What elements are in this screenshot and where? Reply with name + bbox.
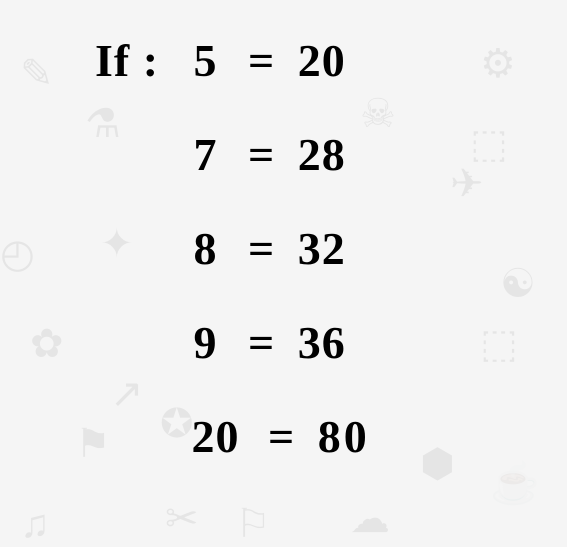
puzzle-content: If : 5 = 20 7 = 28 8 = 32 9 = 36 20 = 80 — [0, 0, 567, 460]
equation-lhs: 20 — [186, 414, 246, 460]
equation-lhs: 9 — [186, 320, 226, 366]
equation-lhs: 8 — [186, 226, 226, 272]
equals-sign: = — [258, 414, 305, 460]
bg-doodle-icon: ☕ — [490, 460, 540, 507]
if-prefix: If : — [95, 38, 173, 84]
equals-sign: = — [238, 226, 285, 272]
bg-doodle-icon: ♫ — [20, 500, 50, 547]
puzzle-row: If : 5 = 20 — [95, 38, 567, 84]
puzzle-row: 9 = 36 — [95, 320, 567, 366]
puzzle-row: 20 = 80 — [95, 414, 567, 460]
equation-rhs: 36 — [298, 320, 346, 366]
bg-doodle-icon: ⚐ — [235, 500, 271, 547]
equals-sign: = — [238, 320, 285, 366]
puzzle-row: 8 = 32 — [95, 226, 567, 272]
equation-rhs: 20 — [298, 38, 346, 84]
bg-doodle-icon: ✂ — [165, 495, 199, 542]
equation-lhs: 7 — [186, 132, 226, 178]
equation-lhs: 5 — [186, 38, 226, 84]
bg-doodle-icon: ☁ — [350, 495, 390, 542]
equals-sign: = — [238, 38, 285, 84]
puzzle-row: 7 = 28 — [95, 132, 567, 178]
equation-rhs: 28 — [298, 132, 346, 178]
equals-sign: = — [238, 132, 285, 178]
equation-rhs: 32 — [298, 226, 346, 272]
equation-rhs: 80 — [318, 414, 370, 460]
